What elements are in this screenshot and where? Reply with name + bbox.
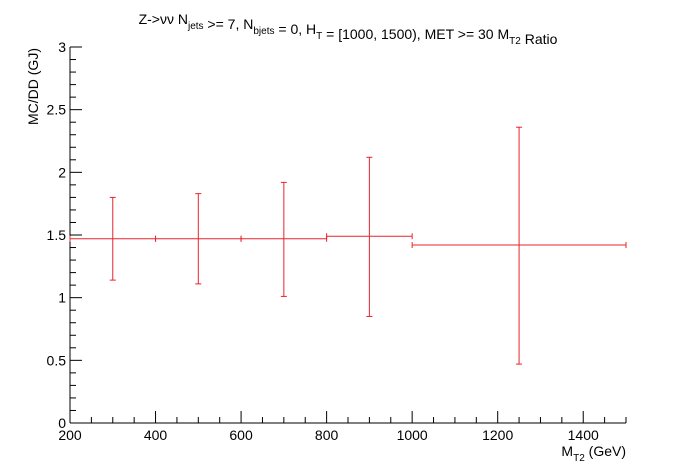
data-point bbox=[240, 181, 328, 297]
y-tick-label: 2.5 bbox=[47, 102, 67, 118]
title-segment: Ratio bbox=[521, 31, 558, 47]
title-subscript: bjets bbox=[253, 26, 274, 37]
y-tick-label: 2 bbox=[58, 164, 66, 180]
data-series bbox=[69, 126, 627, 365]
x-tick-label: 800 bbox=[315, 427, 339, 443]
x-axis-title: MT2 (GeV) bbox=[561, 443, 626, 464]
y-axis-ticks: 0 0.5 1 1.5 2 2.5 3 bbox=[47, 39, 82, 431]
y-tick-label: 3 bbox=[58, 39, 66, 55]
chart-title: Z->νν Njets >= 7, Nbjets = 0, HT = [1000… bbox=[139, 11, 558, 47]
data-point bbox=[411, 126, 627, 365]
x-tick-label: 1000 bbox=[397, 427, 428, 443]
x-tick-label: 600 bbox=[229, 427, 253, 443]
plot-frame bbox=[69, 47, 626, 424]
data-point bbox=[155, 193, 242, 285]
title-subscript: jets bbox=[187, 21, 204, 32]
title-segment: Z->νν N bbox=[139, 11, 188, 27]
x-axis-ticks: 200 400 600 800 1000 1200 1400 bbox=[58, 411, 627, 443]
y-tick-label: 0 bbox=[58, 415, 66, 431]
data-point bbox=[69, 196, 157, 281]
y-axis-title: MC/DD (GJ) bbox=[25, 48, 41, 125]
y-tick-label: 1 bbox=[58, 290, 66, 306]
x-tick-label: 1400 bbox=[568, 427, 599, 443]
title-subscript: T2 bbox=[509, 36, 521, 47]
x-tick-label: 1200 bbox=[482, 427, 513, 443]
title-subscript: T bbox=[316, 31, 322, 42]
y-tick-label: 1.5 bbox=[47, 227, 67, 243]
x-tick-label: 200 bbox=[58, 427, 82, 443]
y-tick-label: 0.5 bbox=[47, 352, 67, 368]
title-segment: >= 7, N bbox=[204, 16, 254, 32]
x-tick-label: 400 bbox=[144, 427, 168, 443]
title-segment: = 0, H bbox=[274, 21, 316, 37]
title-segment: = [1000, 1500), MET >= 30 M bbox=[322, 26, 509, 42]
data-point bbox=[326, 156, 413, 317]
